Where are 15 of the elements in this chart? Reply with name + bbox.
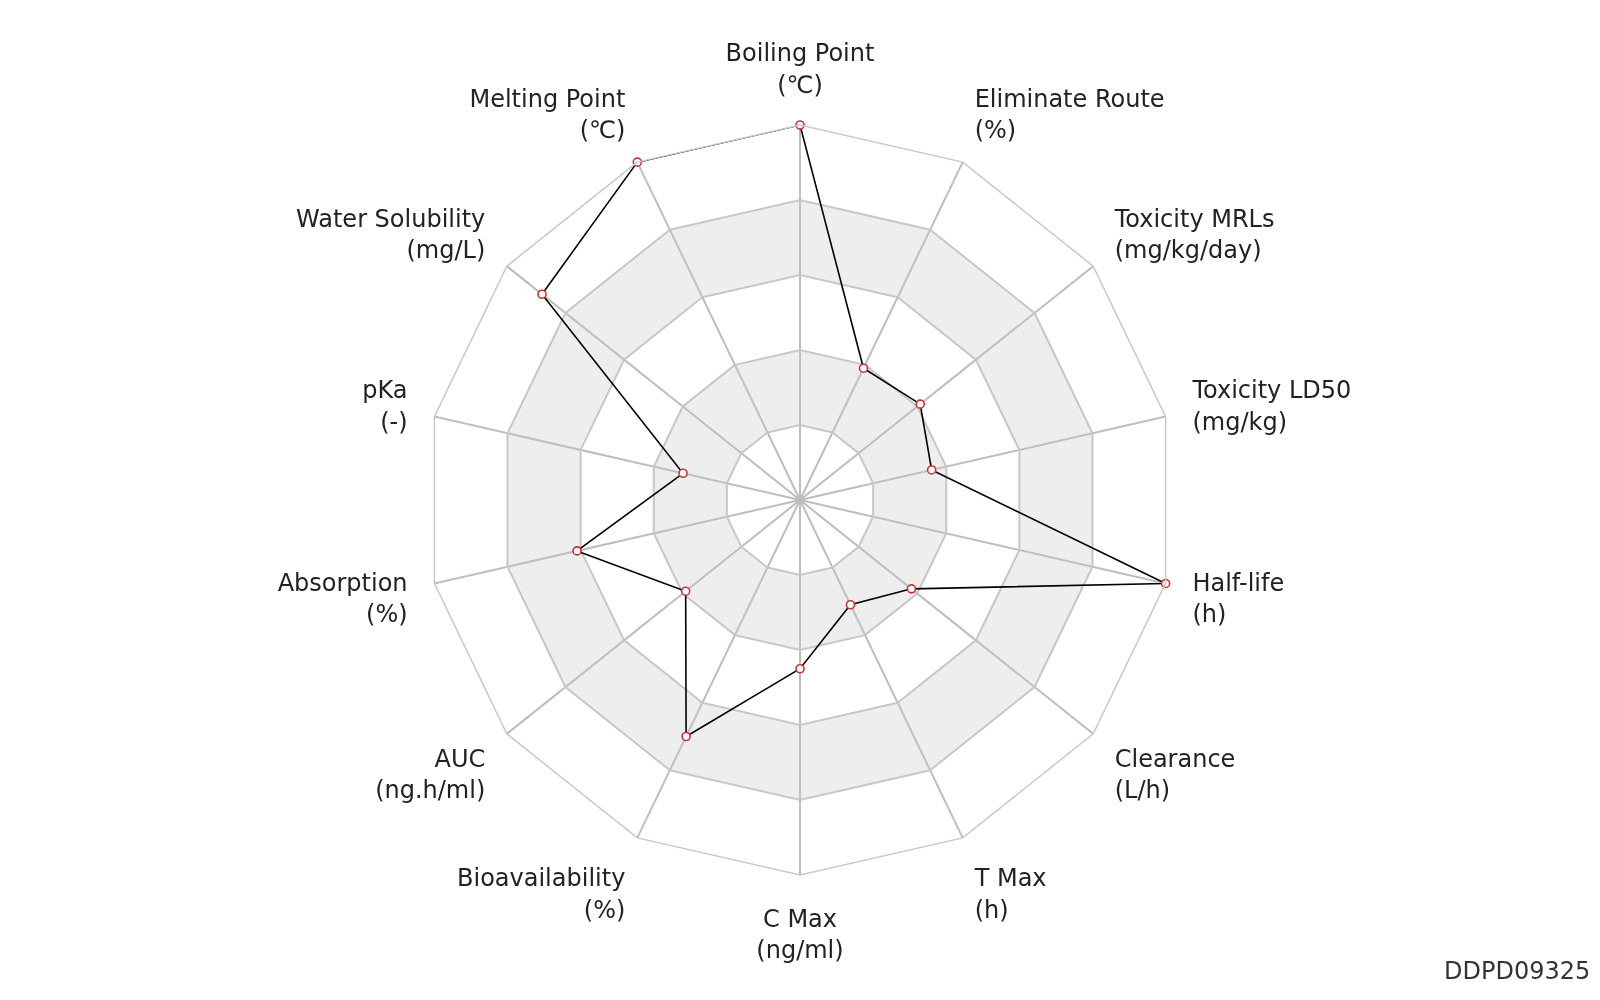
spoke-label: Melting Point (℃)	[469, 84, 626, 145]
spoke-label: Absorption (%)	[277, 568, 408, 629]
spoke-label: Half-life (h)	[1192, 568, 1285, 629]
spoke-label: Toxicity MRLs (mg/kg/day)	[1113, 205, 1275, 265]
spoke-label: Eliminate Route (%)	[974, 84, 1165, 145]
spoke-label: C Max (ng/ml)	[756, 904, 844, 964]
spoke-label: T Max (h)	[973, 864, 1047, 924]
spoke-label: Water Solubility (mg/L)	[296, 205, 486, 265]
spoke-label: pKa (-)	[362, 376, 408, 436]
spoke-label: Bioavailability (%)	[457, 864, 626, 924]
spoke-label: Clearance (L/h)	[1114, 744, 1236, 804]
text: DDPD09325	[1444, 957, 1591, 985]
spoke-label: Toxicity LD50 (mg/kg)	[1191, 376, 1352, 436]
spoke-label: Boiling Point (℃)	[725, 39, 875, 99]
spoke-label: AUC (ng.h/ml)	[375, 744, 486, 804]
